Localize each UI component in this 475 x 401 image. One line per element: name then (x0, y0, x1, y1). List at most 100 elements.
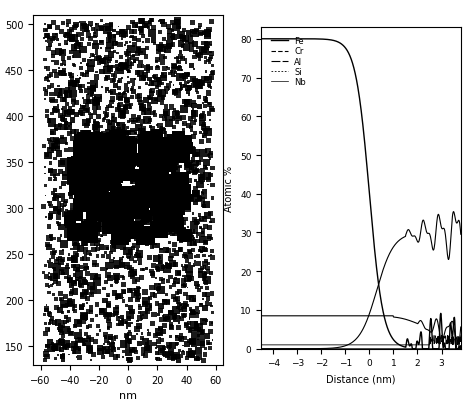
Point (189, 352, 197, 359)
Point (122, 215, 129, 221)
Point (140, 193, 148, 199)
Point (189, 327, 197, 334)
Point (124, 144, 132, 150)
Point (157, 207, 165, 213)
Point (135, 293, 142, 300)
Point (116, 69, 124, 75)
Point (101, 298, 109, 304)
Point (65, 351, 72, 358)
Point (52, 142, 59, 149)
Point (182, 233, 190, 239)
Point (137, 128, 145, 134)
Point (138, 76, 145, 82)
Point (147, 132, 154, 138)
Point (142, 141, 150, 147)
Point (80, 24, 87, 30)
Point (176, 164, 184, 170)
Point (72, 164, 80, 170)
Point (134, 190, 142, 197)
Point (95, 105, 102, 111)
Point (165, 27, 173, 33)
Point (159, 182, 167, 188)
Point (135, 85, 143, 91)
Point (196, 53, 204, 59)
Point (41, 312, 49, 318)
Point (207, 50, 214, 56)
Point (199, 115, 206, 121)
Point (187, 34, 194, 41)
Point (208, 106, 216, 112)
Point (53, 61, 60, 67)
Point (124, 248, 132, 255)
Point (190, 240, 198, 247)
Point (144, 38, 152, 45)
Point (179, 225, 187, 231)
Point (62, 294, 69, 300)
Point (106, 209, 114, 215)
Point (189, 160, 196, 166)
Point (162, 111, 170, 117)
Point (66, 190, 73, 197)
Point (85, 191, 93, 197)
Point (94, 195, 102, 201)
Point (125, 230, 133, 236)
Point (141, 168, 148, 175)
Point (145, 163, 152, 169)
Point (198, 180, 206, 186)
Point (79, 162, 86, 168)
Point (57, 296, 65, 303)
Point (93, 131, 100, 138)
Point (180, 303, 188, 310)
Point (57, 259, 65, 265)
Point (188, 30, 195, 36)
Point (104, 272, 112, 279)
Point (192, 197, 200, 204)
Point (192, 356, 200, 362)
Point (193, 312, 200, 319)
Point (58, 62, 66, 68)
Point (165, 83, 172, 89)
Point (93, 140, 100, 146)
Point (207, 57, 214, 63)
Point (174, 153, 182, 159)
Point (75, 266, 82, 273)
Point (47, 168, 54, 174)
Point (168, 199, 175, 206)
Point (144, 120, 152, 126)
Point (186, 327, 194, 334)
Point (198, 139, 205, 146)
Point (87, 233, 95, 239)
Point (114, 211, 121, 217)
Point (164, 189, 172, 196)
Point (86, 348, 94, 354)
Point (63, 141, 70, 147)
Point (143, 241, 151, 248)
Point (173, 60, 181, 66)
Point (124, 101, 132, 108)
Point (203, 333, 211, 339)
Point (171, 186, 178, 192)
Point (203, 40, 210, 47)
Point (48, 144, 56, 151)
Point (63, 314, 70, 320)
Point (88, 93, 95, 99)
Point (168, 28, 176, 35)
Point (136, 251, 143, 257)
Point (197, 130, 204, 136)
Point (46, 25, 54, 31)
Point (131, 203, 138, 209)
Point (118, 128, 125, 134)
Point (171, 282, 178, 288)
Point (107, 22, 115, 29)
Point (171, 55, 179, 62)
Point (169, 165, 176, 171)
Point (108, 342, 116, 348)
Point (157, 217, 165, 224)
Point (125, 80, 133, 86)
Point (150, 193, 157, 200)
Point (109, 246, 117, 252)
Point (84, 91, 92, 98)
Point (139, 166, 147, 172)
Point (191, 259, 199, 265)
Point (152, 241, 160, 247)
